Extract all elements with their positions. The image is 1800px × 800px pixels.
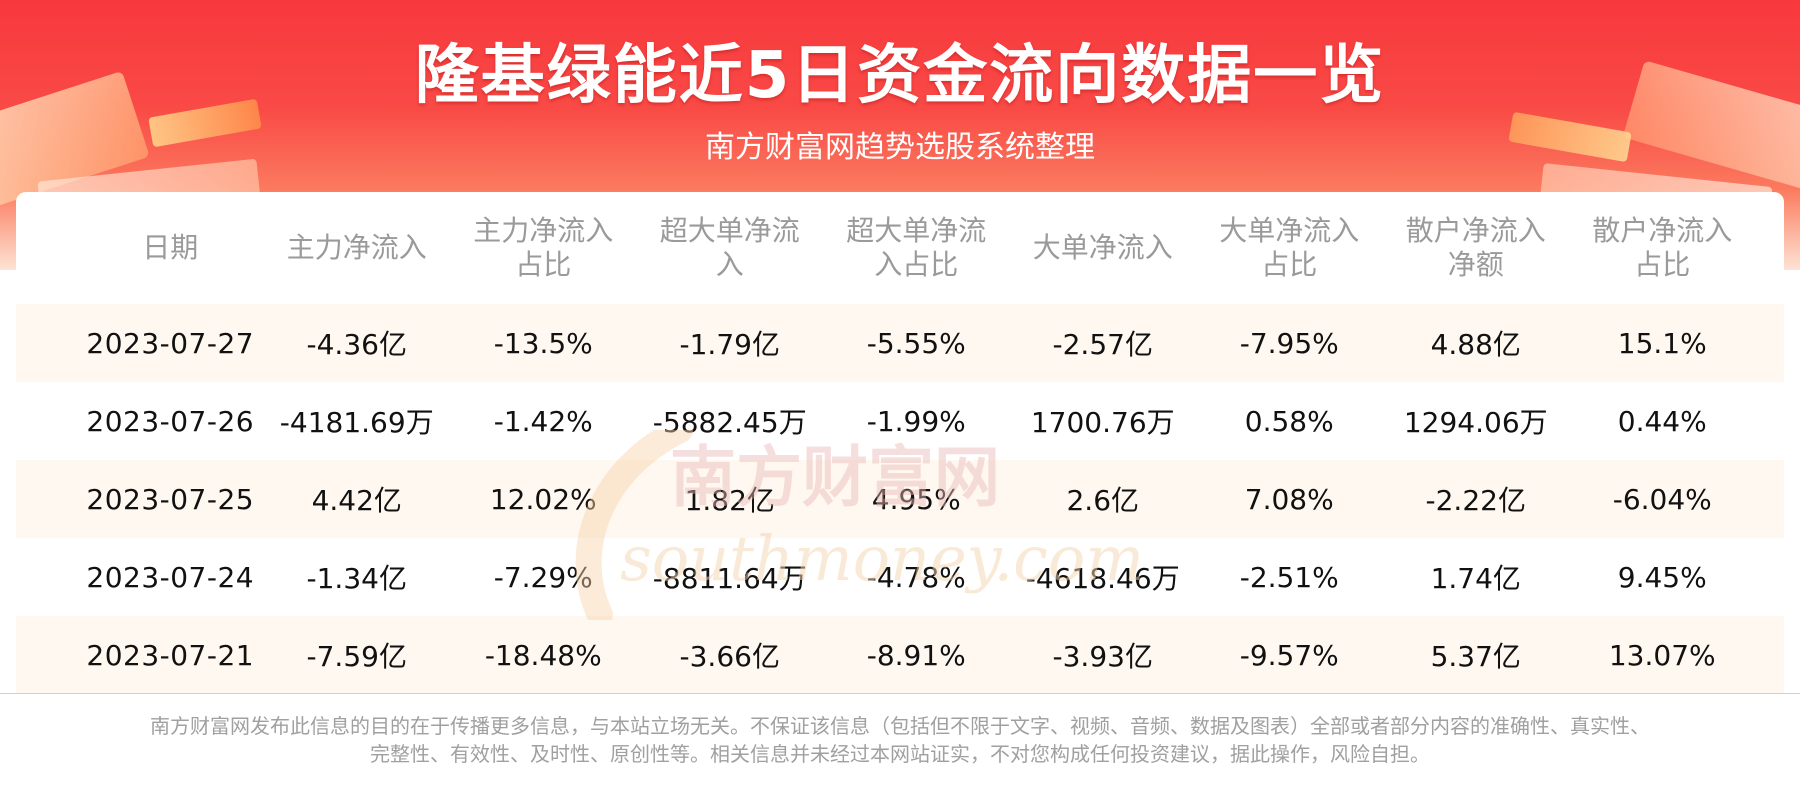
data-card: 日期 主力净流入 主力净流入 占比 超大单净流 入超大单净流 入占比 大单净流入 大单净流… (16, 192, 1784, 697)
value-cell: 1.82亿 (684, 484, 775, 517)
date-cell: 2023-07-25 (86, 482, 255, 516)
value-cell: -2.57亿 (1052, 328, 1153, 361)
value-cell: -8811.64万 (652, 562, 807, 595)
value-cell: 2.6亿 (1066, 484, 1140, 517)
disclaimer-line-1: 南方财富网发布此信息的目的在于传播更多信息，与本站立场无关。不保证该信息（包括但… (150, 714, 1650, 738)
table-row: 2023-07-25 4.42亿 12.02% 1.82亿 4.95% 2.6亿 7.08%… (16, 460, 1784, 538)
value-cell: 13.07% (1608, 638, 1716, 672)
table-header-row: 日期 主力净流入 主力净流入 占比 超大单净流 入超大单净流 入占比 大单净流入 大单净流… (16, 192, 1784, 304)
fund-flow-table: 日期 主力净流入 主力净流入 占比 超大单净流 入超大单净流 入占比 大单净流入 大单净流… (16, 192, 1784, 694)
value-cell: -13.5% (493, 326, 593, 360)
value-cell: -3.93亿 (1052, 640, 1153, 673)
value-cell: -4181.69万 (279, 406, 434, 439)
value-cell: -8.91% (866, 638, 966, 672)
value-cell: -7.95% (1239, 326, 1339, 360)
disclaimer-line-2: 完整性、有效性、及时性、原创性等。相关信息并未经过本网站证实，不对您构成任何投资… (370, 742, 1430, 766)
value-cell: 4.42亿 (311, 484, 402, 517)
value-cell: 12.02% (489, 482, 597, 516)
value-cell: -9.57% (1239, 638, 1339, 672)
column-header: 日期 (142, 231, 199, 264)
value-cell: -2.22亿 (1425, 484, 1526, 517)
value-cell: 4.88亿 (1430, 328, 1521, 361)
column-header: 主力净流入 (286, 231, 427, 264)
disclaimer: 南方财富网发布此信息的目的在于传播更多信息，与本站立场无关。不保证该信息（包括但… (60, 712, 1740, 768)
value-cell: 15.1% (1617, 326, 1707, 360)
value-cell: -7.59亿 (306, 640, 407, 673)
column-header: 超大单净流 入 (659, 214, 800, 281)
column-header: 大单净流入 占比 (1219, 214, 1360, 281)
value-cell: -1.99% (866, 404, 966, 438)
page-title: 隆基绿能近5日资金流向数据一览 (414, 39, 1386, 113)
date-cell: 2023-07-21 (86, 638, 255, 672)
date-cell: 2023-07-24 (86, 560, 255, 594)
value-cell: 7.08% (1244, 482, 1334, 516)
value-cell: 1294.06万 (1403, 406, 1548, 439)
value-cell: 4.95% (871, 482, 961, 516)
date-cell: 2023-07-26 (86, 404, 255, 438)
value-cell: -6.04% (1612, 482, 1712, 516)
value-cell: -7.29% (493, 560, 593, 594)
value-cell: 1700.76万 (1030, 406, 1175, 439)
page-subtitle: 南方财富网趋势选股系统整理 (705, 130, 1095, 165)
value-cell: -18.48% (484, 638, 602, 672)
table-row: 2023-07-24 -1.34亿 -7.29% -8811.64万 -4.78% -46… (16, 538, 1784, 616)
footer-divider (0, 693, 1800, 694)
value-cell: 0.44% (1617, 404, 1707, 438)
value-cell: -1.42% (493, 404, 593, 438)
value-cell: -5882.45万 (652, 406, 807, 439)
value-cell: 5.37亿 (1430, 640, 1521, 673)
column-header: 超大单净流 入占比 (846, 214, 987, 281)
column-header: 散户净流入 占比 (1592, 214, 1733, 281)
date-cell: 2023-07-27 (86, 326, 255, 360)
value-cell: -4.36亿 (306, 328, 407, 361)
value-cell: 0.58% (1244, 404, 1334, 438)
value-cell: 9.45% (1617, 560, 1707, 594)
value-cell: -2.51% (1239, 560, 1339, 594)
column-header: 散户净流入 净额 (1405, 214, 1546, 281)
table-row: 2023-07-21 -7.59亿 -18.48% -3.66亿 -8.91% -3.93… (16, 616, 1784, 694)
value-cell: -1.79亿 (679, 328, 780, 361)
table-row: 2023-07-27 -4.36亿 -13.5% -1.79亿 -5.55% -2.57亿… (16, 304, 1784, 382)
column-header: 大单净流入 (1032, 231, 1173, 264)
value-cell: -4618.46万 (1025, 562, 1180, 595)
value-cell: -5.55% (866, 326, 966, 360)
value-cell: -4.78% (866, 560, 966, 594)
value-cell: -1.34亿 (306, 562, 407, 595)
table-body: 2023-07-27 -4.36亿 -13.5% -1.79亿 -5.55% -2.57亿… (16, 304, 1784, 694)
column-header: 主力净流入 占比 (473, 214, 614, 281)
value-cell: 1.74亿 (1430, 562, 1521, 595)
value-cell: -3.66亿 (679, 640, 780, 673)
table-row: 2023-07-26 -4181.69万 -1.42% -5882.45万 -1.99%… (16, 382, 1784, 460)
